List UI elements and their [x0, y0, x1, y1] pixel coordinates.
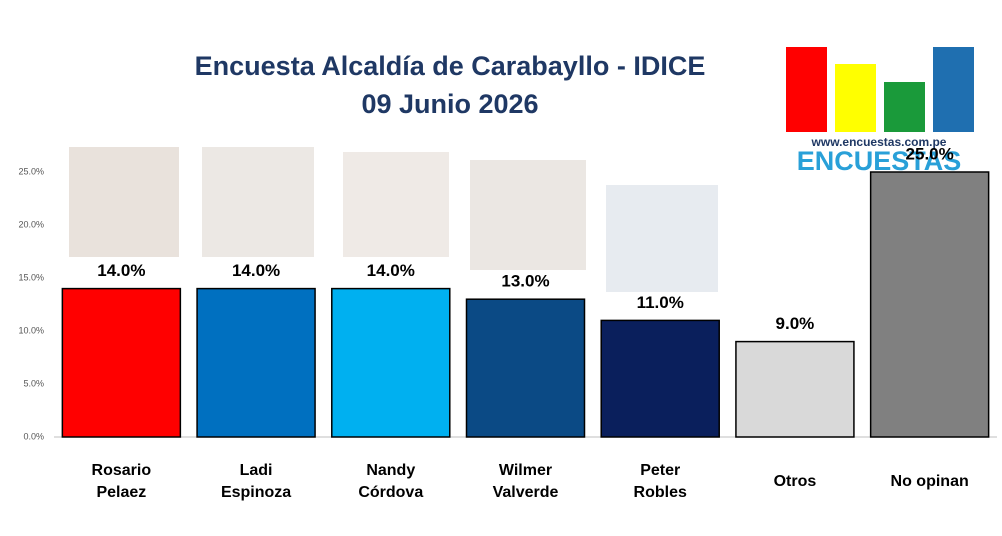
x-tick-label: Wilmer Valverde: [492, 462, 559, 501]
logo-bar: [884, 82, 925, 132]
y-tick-label: 20.0%: [18, 219, 44, 229]
y-tick-label: 15.0%: [18, 272, 44, 282]
logo-name: ENCUESTAS: [797, 146, 962, 176]
photos: [69, 147, 718, 292]
value-label: 9.0%: [776, 314, 815, 333]
y-tick-label: 5.0%: [23, 378, 44, 388]
value-label: 14.0%: [367, 261, 415, 280]
bar: [735, 340, 855, 438]
logo-url: www.encuestas.com.pe: [811, 135, 947, 149]
logo-bar: [933, 47, 974, 132]
value-label: 25.0%: [906, 144, 954, 163]
candidate-photo: [202, 147, 314, 257]
bar: [331, 287, 451, 438]
x-tick-label: Nandy Córdova: [358, 462, 424, 501]
value-label: 14.0%: [232, 261, 280, 280]
x-tick-label: No opinan: [890, 473, 969, 490]
logo: www.encuestas.com.pe ENCUESTAS: [786, 47, 974, 176]
x-tick-label: Rosario Pelaez: [91, 462, 152, 501]
candidate-photo: [470, 160, 586, 270]
candidate-photo: [606, 185, 718, 292]
x-tick-label: Peter Robles: [633, 462, 687, 501]
bar: [196, 287, 316, 438]
y-tick-label: 10.0%: [18, 325, 44, 335]
value-label: 13.0%: [501, 272, 549, 291]
candidate-photo: [69, 147, 179, 257]
y-tick-label: 25.0%: [18, 166, 44, 176]
bar: [869, 171, 990, 438]
chart-subtitle: 09 Junio 2026: [361, 89, 538, 119]
logo-bar: [835, 64, 876, 132]
value-label: 14.0%: [97, 261, 145, 280]
bar: [465, 298, 586, 438]
value-label: 11.0%: [637, 293, 684, 312]
bar: [61, 287, 182, 438]
x-tick-label: Otros: [773, 473, 817, 490]
x-tick-label: Ladi Espinoza: [220, 462, 292, 501]
y-tick-label: 0.0%: [23, 431, 44, 441]
chart-title: Encuesta Alcaldía de Carabayllo - IDICE: [195, 51, 706, 81]
candidate-photo: [343, 152, 449, 257]
logo-bar: [786, 47, 827, 132]
bar: [600, 319, 720, 438]
